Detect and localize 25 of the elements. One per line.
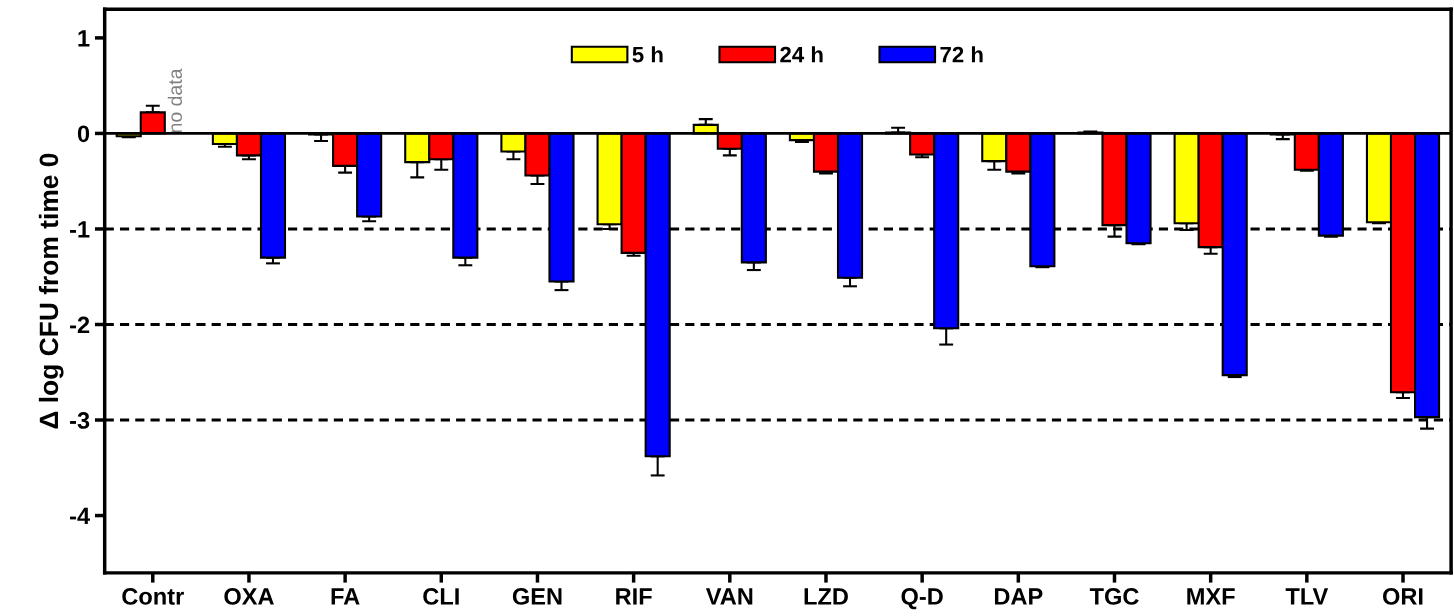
x-tick-label: TGC xyxy=(1089,588,1139,605)
x-tick-label: RIF xyxy=(616,588,652,605)
legend-label: 24 h xyxy=(780,46,823,63)
x-tick-label: Contr xyxy=(122,588,184,605)
annotation: no data xyxy=(167,68,183,133)
x-tick-label: DAP xyxy=(994,588,1043,605)
x-tick-label: CLI xyxy=(423,588,459,605)
legend-label: 5 h xyxy=(632,46,663,63)
y-tick-label: 1 xyxy=(78,30,90,47)
x-tick-label: LZD xyxy=(804,588,848,605)
x-tick-label: VAN xyxy=(705,588,753,605)
x-tick-label: OXA xyxy=(224,588,274,605)
x-tick-label: Q-D xyxy=(901,588,943,610)
x-tick-label: ORI xyxy=(1382,588,1423,605)
y-tick-label: -1 xyxy=(70,221,90,238)
y-axis-title: Δ log CFU from time 0 xyxy=(38,153,64,429)
x-tick-label: MXF xyxy=(1187,588,1235,605)
x-tick-label: FA xyxy=(331,588,360,605)
y-tick-label: 0 xyxy=(77,125,90,143)
x-tick-label: GEN xyxy=(512,588,562,605)
y-tick-label: -3 xyxy=(70,412,90,429)
y-tick-label: -4 xyxy=(70,507,90,525)
x-tick-label: TLV xyxy=(1285,588,1329,605)
y-tick-label: -2 xyxy=(70,316,90,334)
legend-label: 72 h xyxy=(940,46,983,63)
